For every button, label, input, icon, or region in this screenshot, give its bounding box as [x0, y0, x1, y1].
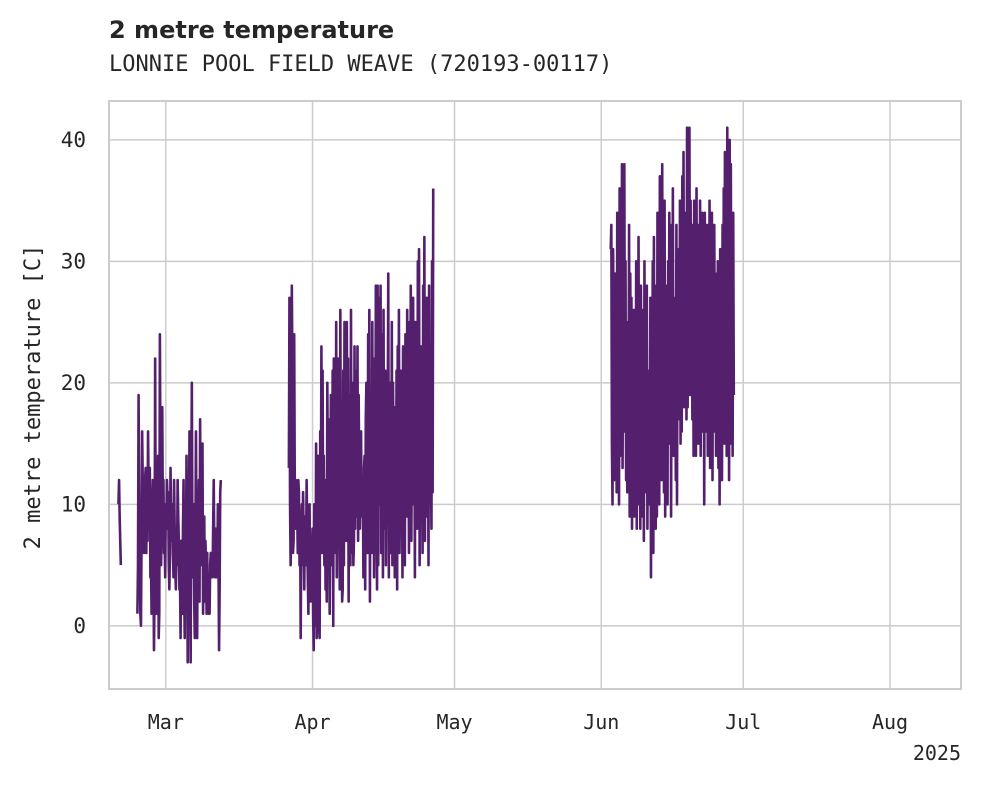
- x-tick-label: Jul: [725, 710, 761, 734]
- x-axis-ticks: Mar Apr May Jun Jul Aug: [148, 710, 908, 734]
- x-axis-year-label: 2025: [913, 741, 961, 765]
- temperature-series-line: [136, 332, 223, 664]
- plot-frame: [108, 100, 962, 690]
- y-tick-label: 0: [73, 614, 86, 638]
- y-axis-label: 2 metre temperature [C]: [21, 245, 46, 550]
- y-tick-label: 40: [61, 128, 86, 152]
- x-tick-label: Apr: [294, 710, 330, 734]
- y-tick-label: 30: [61, 249, 86, 273]
- temperature-series-line: [117, 478, 123, 566]
- x-tick-label: Mar: [148, 710, 184, 734]
- temperature-series-line: [287, 188, 435, 652]
- series-lines: [117, 126, 736, 664]
- chart-title: 2 metre temperature: [109, 16, 395, 44]
- y-tick-label: 10: [61, 492, 86, 516]
- x-tick-label: May: [436, 710, 472, 734]
- x-tick-label: Jun: [583, 710, 619, 734]
- y-axis-ticks: 0 10 20 30 40: [61, 128, 86, 638]
- temperature-series-line: [609, 126, 736, 579]
- y-tick-label: 20: [61, 371, 86, 395]
- x-tick-label: Aug: [872, 710, 908, 734]
- grid-lines: [109, 101, 961, 689]
- chart-subtitle: LONNIE POOL FIELD WEAVE (720193-00117): [109, 52, 613, 77]
